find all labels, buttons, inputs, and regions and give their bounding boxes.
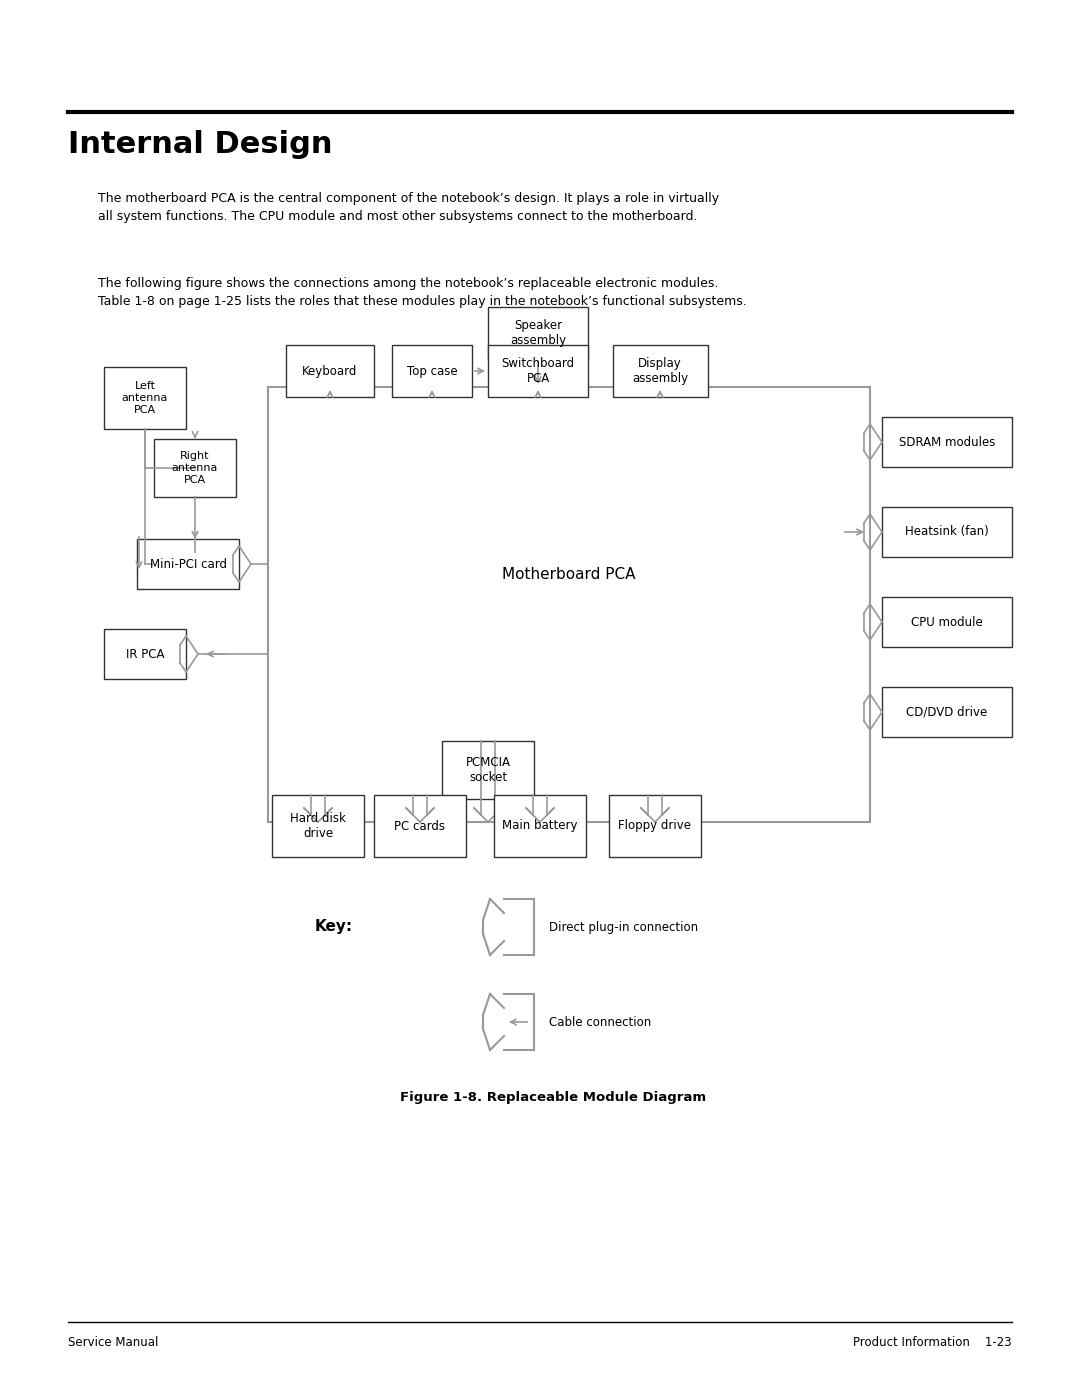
Text: Right
antenna
PCA: Right antenna PCA (172, 451, 218, 485)
Bar (488, 345, 588, 397)
Bar (488, 307, 588, 359)
Bar (374, 795, 465, 856)
Text: Speaker
assembly: Speaker assembly (510, 319, 566, 346)
Text: IR PCA: IR PCA (125, 647, 164, 661)
Text: Left
antenna
PCA: Left antenna PCA (122, 381, 168, 415)
Bar (137, 539, 239, 590)
Bar (154, 439, 237, 497)
Text: Switchboard
PCA: Switchboard PCA (501, 358, 575, 386)
Text: CD/DVD drive: CD/DVD drive (906, 705, 987, 718)
Bar (104, 367, 186, 429)
Text: PCMCIA
socket: PCMCIA socket (465, 756, 511, 784)
Text: Floppy drive: Floppy drive (619, 820, 691, 833)
Text: The following figure shows the connections among the notebook’s replaceable elec: The following figure shows the connectio… (98, 277, 746, 307)
Bar (882, 687, 1012, 738)
Text: Heatsink (fan): Heatsink (fan) (905, 525, 989, 538)
Text: PC cards: PC cards (394, 820, 446, 833)
Text: Hard disk
drive: Hard disk drive (291, 812, 346, 840)
Text: SDRAM modules: SDRAM modules (899, 436, 995, 448)
Bar (392, 345, 472, 397)
Bar (268, 387, 870, 821)
Bar (104, 629, 186, 679)
Text: Product Information    1-23: Product Information 1-23 (853, 1336, 1012, 1348)
Text: Mini-PCI card: Mini-PCI card (149, 557, 227, 570)
Bar (882, 597, 1012, 647)
Text: The motherboard PCA is the central component of the notebook’s design. It plays : The motherboard PCA is the central compo… (98, 191, 719, 224)
Bar (442, 740, 534, 799)
Text: Figure 1-8. Replaceable Module Diagram: Figure 1-8. Replaceable Module Diagram (400, 1091, 706, 1104)
Text: Cable connection: Cable connection (549, 1016, 651, 1028)
Bar (286, 345, 374, 397)
Bar (609, 795, 701, 856)
Text: Display
assembly: Display assembly (632, 358, 688, 386)
Text: Main battery: Main battery (502, 820, 578, 833)
Bar (882, 416, 1012, 467)
Bar (882, 507, 1012, 557)
Bar (272, 795, 364, 856)
Text: Internal Design: Internal Design (68, 130, 333, 159)
Text: CPU module: CPU module (912, 616, 983, 629)
Text: Motherboard PCA: Motherboard PCA (502, 567, 636, 583)
Bar (613, 345, 708, 397)
Text: Keyboard: Keyboard (302, 365, 357, 377)
Text: Service Manual: Service Manual (68, 1336, 159, 1348)
Bar (494, 795, 586, 856)
Text: Direct plug-in connection: Direct plug-in connection (549, 921, 698, 933)
Text: Top case: Top case (407, 365, 457, 377)
Text: Key:: Key: (315, 919, 353, 935)
